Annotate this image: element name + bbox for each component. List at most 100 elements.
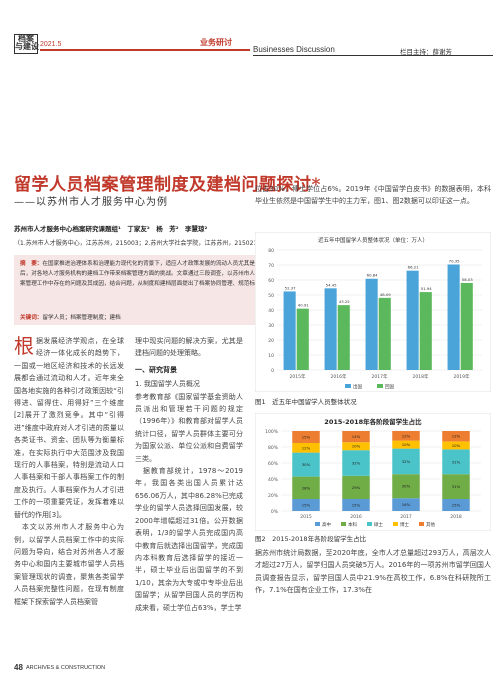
y-tick-label: 60% <box>268 461 279 467</box>
legend-label: 回国 <box>385 384 394 390</box>
bar <box>283 291 296 370</box>
x-tick-label: 2015 <box>300 514 312 520</box>
data-label: 48.09 <box>380 292 391 297</box>
data-label: 31% <box>452 459 461 464</box>
legend-swatch <box>367 522 372 526</box>
bar <box>406 270 419 370</box>
figure-2-chart: 2015-2018年各阶段留学生占比 0% 20% 40% 60% 80% 100% 15% 2… <box>255 413 491 531</box>
legend-label: 其他 <box>426 521 435 528</box>
data-label: 58.03 <box>462 277 473 282</box>
abstract: 摘 要：在国家推进治理体系和治理能力现代化的背景下，适应人才政策发展的流动人员尤… <box>20 259 348 289</box>
data-label: 51.94 <box>421 286 432 291</box>
data-label: 28% <box>302 485 311 490</box>
journal-name-footer: ARCHIVES & CONSTRUCTION <box>26 665 106 671</box>
figure-1-chart: 近五年中国留学人员整体状况（单位：万人） 0 10 20 30 40 50 60 70 80 52.… <box>255 232 491 392</box>
abstract-label: 摘 要： <box>20 261 43 267</box>
y-tick-label: 70 <box>268 263 274 269</box>
authors: 苏州市人才服务中心档案研究课题组¹ 丁家友² 杨 芳² 李慧琼² <box>14 225 208 233</box>
x-tick-label: 2018 <box>450 514 462 520</box>
legend-label: 硕士 <box>374 521 383 528</box>
y-tick-label: 0 <box>271 368 274 374</box>
stacked-segment <box>442 474 470 499</box>
article-title: 留学人员档案管理制度及建档问题探讨* <box>14 175 321 195</box>
page-number: 48 <box>14 663 23 672</box>
legend-swatch <box>315 522 320 526</box>
affiliation: （1.苏州市人才服务中心，江苏苏州，215003；2.苏州大学社会学院，江苏苏州… <box>14 240 264 247</box>
section-heading: 一、研究背景 <box>135 365 177 374</box>
data-label: 30% <box>402 484 411 489</box>
data-label: 12% <box>302 445 311 450</box>
data-label: 15% <box>302 503 311 508</box>
legend-swatch <box>377 384 383 388</box>
data-label: 13% <box>452 434 461 439</box>
y-tick-label: 40% <box>268 477 279 483</box>
x-tick-label: 2015年 <box>290 373 306 380</box>
data-label: 52.37 <box>285 285 296 290</box>
abstract-text: 在国家推进治理体系和治理能力现代化的背景下，适应人才政策发展的流动人员尤其是留学… <box>20 261 345 287</box>
y-tick-label: 50 <box>268 293 274 299</box>
bar <box>337 305 350 370</box>
stacked-segment <box>292 452 320 477</box>
legend-swatch <box>341 522 346 526</box>
y-tick-label: 10 <box>268 353 274 359</box>
issue-date: 2021.5 <box>40 41 62 48</box>
data-label: 32% <box>352 461 361 466</box>
header-rule-red <box>40 49 250 51</box>
stacked-segment <box>392 474 420 499</box>
data-label: 15% <box>352 503 361 508</box>
keywords-text: 留学人员；档案管理制度；建档 <box>42 315 121 321</box>
bar <box>460 282 473 370</box>
stacked-segment <box>292 443 320 453</box>
stacked-segment <box>392 448 420 475</box>
y-tick-label: 40 <box>268 308 274 314</box>
header-rule-dark <box>253 55 493 56</box>
stacked-segment <box>392 440 420 449</box>
bar <box>447 264 460 370</box>
y-tick-label: 20% <box>268 493 279 499</box>
col1-text: 据发展经济学观点，在全球经济一体化成长的趋势下，一国或一地区经济和技术的长远发展… <box>14 337 124 606</box>
stacked-segment <box>442 431 470 442</box>
article-subtitle: ——以苏州市人才服务中心为例 <box>14 197 168 208</box>
column-name: 业务研讨 <box>200 38 232 47</box>
body-column-3: 位占30%，博士学位占6%。2019年《中国留学白皮书》的数据表明，本科毕业生依… <box>255 185 491 206</box>
data-label: 10% <box>452 443 461 448</box>
col2-text: 理中现实问题的解决方案，尤其是建档问题的处理策略。 <box>135 337 243 358</box>
legend-swatch <box>419 522 424 526</box>
y-tick-label: 60 <box>268 278 274 284</box>
chart-title: 2015-2018年各阶段留学生占比 <box>324 417 422 426</box>
y-tick-label: 20 <box>268 338 274 344</box>
data-label: 60.84 <box>367 273 378 278</box>
drop-cap: 根 <box>14 334 34 358</box>
figure-2-caption: 图2 2015-2018年各阶段留学生占比 <box>255 535 367 543</box>
journal-logo: 档案 与建设 <box>14 34 39 54</box>
legend-label: 博士 <box>400 521 409 528</box>
stacked-segment <box>342 431 370 443</box>
chart-title: 近五年中国留学人员整体状况（单位：万人） <box>318 236 428 244</box>
data-label: 32% <box>402 459 411 464</box>
stacked-segment <box>442 499 470 511</box>
y-tick-label: 0% <box>271 509 279 515</box>
journal-logo-text: 档案 与建设 <box>15 34 39 51</box>
body-column-3-continued: 据苏州市统计局数据，至2020年底，全市人才总量超过293万人，高层次人才超过2… <box>255 549 491 595</box>
bar <box>378 297 391 370</box>
legend-label: 本科 <box>348 521 357 528</box>
col2-text-2: 参考教育部《国家留学基金资助人员派出和管理若干问题的规定（1996年）》和教育部… <box>135 392 243 612</box>
keywords: 关键词：留学人员；档案管理制度；建档 <box>20 313 121 321</box>
data-label: 14% <box>352 434 361 439</box>
x-tick-label: 2017 <box>400 514 412 520</box>
stacked-segment <box>342 450 370 476</box>
figure-1-caption: 图1 近五年中国留学人员整体状况 <box>255 398 357 406</box>
x-tick-label: 2016 <box>350 514 362 520</box>
data-label: 10% <box>402 442 411 447</box>
data-label: 40.91 <box>298 303 309 308</box>
y-tick-label: 100% <box>265 429 279 435</box>
legend-swatch <box>393 522 398 526</box>
stacked-segment <box>342 442 370 451</box>
data-label: 29% <box>352 485 361 490</box>
stacked-segment <box>292 499 320 511</box>
stacked-segment <box>342 499 370 511</box>
data-label: 30% <box>302 462 311 467</box>
legend-label: 高中 <box>322 521 331 528</box>
body-column-1: 根据发展经济学观点，在全球经济一体化成长的趋势下，一国或一地区经济和技术的长远发… <box>14 335 124 608</box>
data-label: 12% <box>402 433 411 438</box>
